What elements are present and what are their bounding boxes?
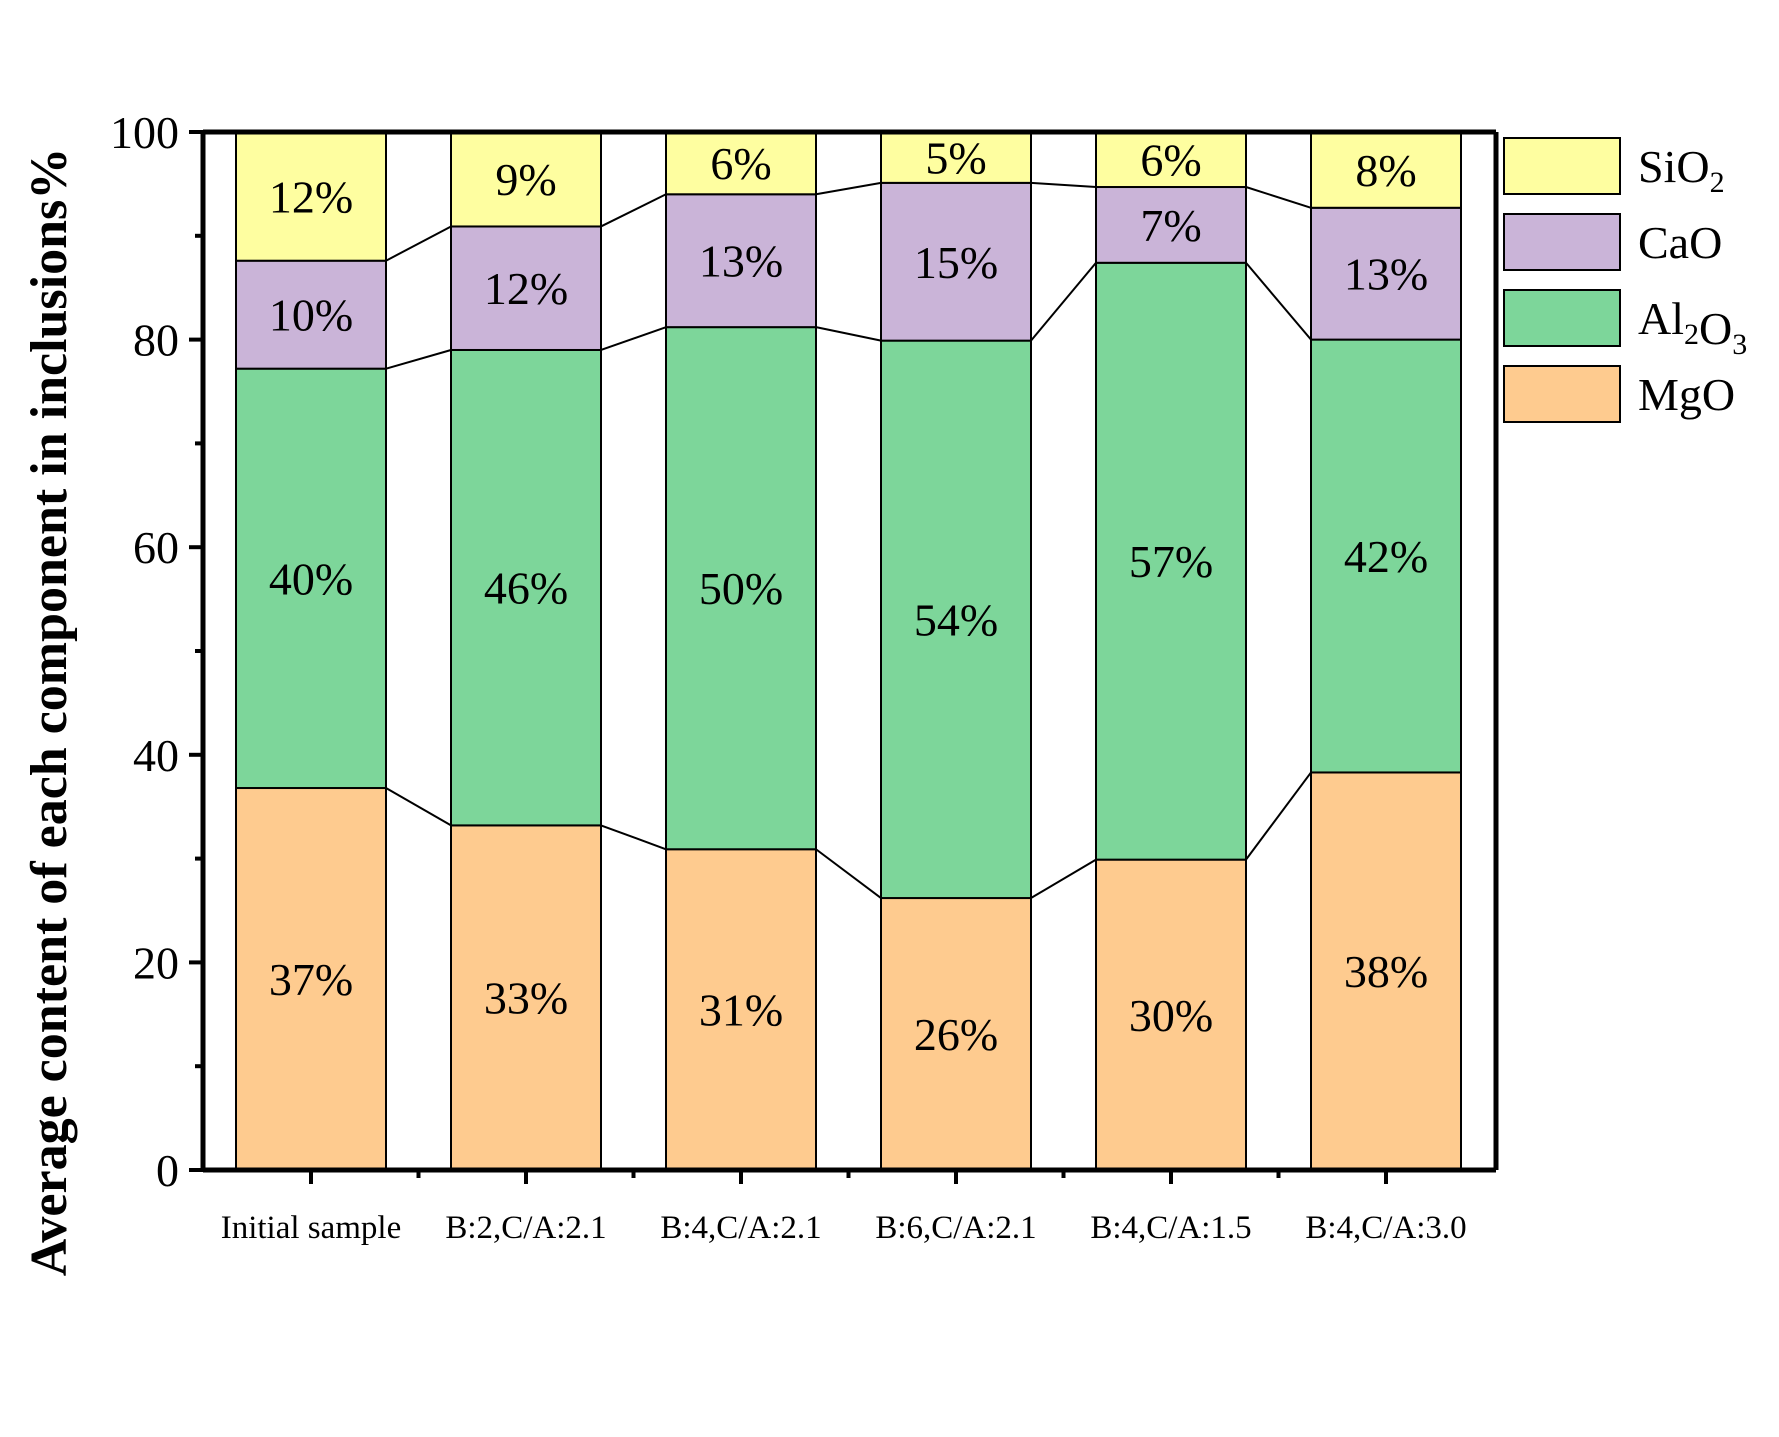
data-label: 40% xyxy=(269,553,353,604)
connector-line xyxy=(385,225,452,262)
bar-sio2-3 xyxy=(880,131,1032,184)
data-label: 38% xyxy=(1344,946,1428,997)
bar-sio2-0 xyxy=(235,131,387,262)
data-label: 6% xyxy=(710,138,771,189)
bar-al2o3-4 xyxy=(1095,261,1247,861)
connector-line xyxy=(1245,262,1312,341)
bar-cao-5 xyxy=(1310,206,1462,341)
connector-line xyxy=(815,848,882,899)
legend-label-al2o3: Al2O3 xyxy=(1638,293,1747,361)
connector-line xyxy=(1030,858,1097,899)
legend-swatch-cao xyxy=(1503,213,1621,271)
data-labels: 37% 40% 10% 12% 33% 46% 12% 9% 31% 50% 13% 6% 26% 54%… xyxy=(269,132,1428,1060)
connector-line xyxy=(600,326,667,351)
bar-al2o3-0 xyxy=(235,367,387,790)
data-label: 30% xyxy=(1129,990,1213,1041)
data-label: 33% xyxy=(484,973,568,1024)
data-label: 26% xyxy=(914,1009,998,1060)
bar-al2o3-5 xyxy=(1310,338,1462,774)
y-axis-title: Average content of each component in inc… xyxy=(21,148,78,1277)
x-category-label: Initial sample xyxy=(221,1210,402,1246)
connector-line xyxy=(385,787,452,827)
bar-cao-4 xyxy=(1095,186,1247,264)
legend-label-cao: CaO xyxy=(1638,217,1722,268)
y-tick-label: 100 xyxy=(110,107,179,158)
legend: SiO2 CaO Al2O3 MgO xyxy=(1503,137,1747,423)
bar-mgo-0 xyxy=(235,787,387,1171)
data-label: 50% xyxy=(699,563,783,614)
connector-line xyxy=(385,349,452,370)
data-label: 10% xyxy=(269,290,353,341)
connector-line xyxy=(815,181,882,196)
bar-sio2-1 xyxy=(450,131,602,228)
connector-line xyxy=(1245,186,1312,209)
data-label: 13% xyxy=(1344,249,1428,300)
data-label: 8% xyxy=(1355,145,1416,196)
connector-line xyxy=(1245,771,1312,861)
y-tick-label: 40 xyxy=(133,730,179,781)
data-label: 46% xyxy=(484,563,568,614)
bar-cao-2 xyxy=(665,193,817,329)
bar-cao-3 xyxy=(880,181,1032,342)
axes: 0 20 40 60 80 100 Initial sample B:2,C/A:2.1 B:4… xyxy=(110,107,1499,1246)
bar-mgo-5 xyxy=(1310,771,1462,1171)
bar-al2o3-3 xyxy=(880,339,1032,900)
data-label: 31% xyxy=(699,985,783,1036)
data-label: 57% xyxy=(1129,536,1213,587)
data-label: 7% xyxy=(1140,200,1201,251)
data-label: 13% xyxy=(699,236,783,287)
legend-swatch-sio2 xyxy=(1503,137,1621,195)
x-category-label: B:6,C/A:2.1 xyxy=(875,1210,1036,1246)
y-tick-label: 60 xyxy=(133,522,179,573)
data-label: 15% xyxy=(914,237,998,288)
bar-al2o3-2 xyxy=(665,326,817,851)
connector-line xyxy=(600,193,667,228)
bar-al2o3-1 xyxy=(450,348,602,827)
y-tick-label: 20 xyxy=(133,937,179,988)
bar-sio2-2 xyxy=(665,131,817,196)
bar-sio2-5 xyxy=(1310,131,1462,209)
data-label: 12% xyxy=(269,171,353,222)
connector-line xyxy=(815,326,882,342)
connector-lines xyxy=(385,181,1312,899)
bar-mgo-2 xyxy=(665,848,817,1171)
bar-mgo-3 xyxy=(880,897,1032,1171)
x-category-label: B:4,C/A:3.0 xyxy=(1305,1210,1466,1246)
bar-mgo-4 xyxy=(1095,858,1247,1171)
connector-line xyxy=(1030,262,1097,342)
legend-label-mgo: MgO xyxy=(1638,369,1735,420)
data-label: 37% xyxy=(269,954,353,1005)
y-tick-label: 80 xyxy=(133,315,179,366)
legend-swatch-al2o3 xyxy=(1503,289,1621,347)
data-label: 42% xyxy=(1344,531,1428,582)
x-category-label: B:4,C/A:1.5 xyxy=(1090,1210,1251,1246)
x-category-label: B:4,C/A:2.1 xyxy=(660,1210,821,1246)
connector-line xyxy=(1030,181,1097,189)
bar-sio2-4 xyxy=(1095,131,1247,189)
data-label: 54% xyxy=(914,594,998,645)
y-tick-label: 0 xyxy=(156,1145,179,1196)
legend-label-sio2: SiO2 xyxy=(1638,141,1725,199)
bar-stacks xyxy=(235,131,1462,1171)
connector-line xyxy=(600,824,667,851)
data-label: 5% xyxy=(925,132,986,183)
data-label: 9% xyxy=(495,154,556,205)
bar-cao-0 xyxy=(235,259,387,370)
x-category-label: B:2,C/A:2.1 xyxy=(445,1210,606,1246)
legend-swatch-mgo xyxy=(1503,365,1621,423)
data-label: 6% xyxy=(1140,135,1201,186)
data-label: 12% xyxy=(484,263,568,314)
